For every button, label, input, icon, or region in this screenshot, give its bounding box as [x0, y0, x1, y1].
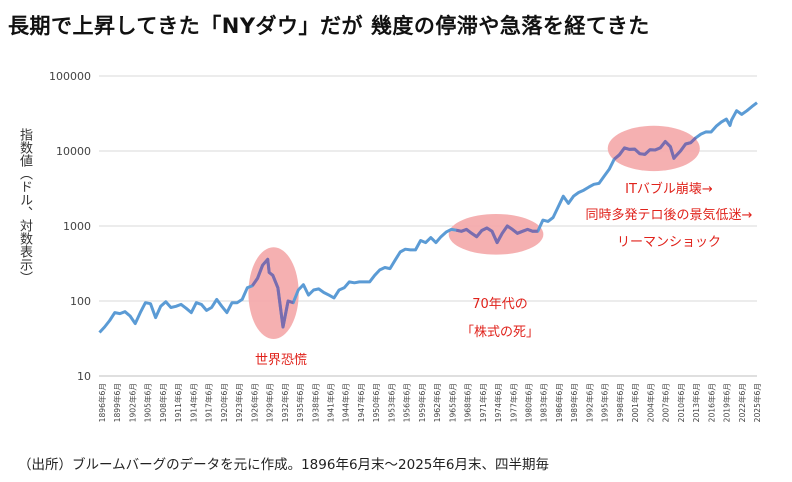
highlight-ellipse-1	[248, 247, 299, 340]
x-tick-labels: 1896年6月 1899年6月 1902年6月 1905年6月 1908年6月 1911年…	[97, 383, 762, 422]
x-tick-label: 1995年6月	[600, 383, 610, 422]
x-tick-label: 2007年6月	[661, 383, 671, 422]
x-tick-label: 2019年6月	[722, 383, 732, 422]
y-tick-label: 10000	[56, 145, 91, 158]
x-tick-label: 1998年6月	[615, 383, 625, 422]
x-tick-label: 1917年6月	[204, 383, 214, 422]
x-tick-label: 1911年6月	[173, 383, 183, 422]
x-tick-label: 1899年6月	[112, 383, 122, 422]
x-tick-label: 1959年6月	[417, 383, 427, 422]
x-tick-label: 1920年6月	[219, 383, 229, 422]
x-tick-label: 1941年6月	[325, 383, 335, 422]
x-tick-label: 1923年6月	[234, 383, 244, 422]
y-tick-label: 100	[70, 295, 91, 308]
annotation-seventies-line2: 「株式の死」	[461, 325, 539, 340]
x-tick-label: 2025年6月	[752, 383, 762, 422]
annotations: 世界恐慌 70年代の 「株式の死」 ITバブル崩壊→ 同時多発テロ後の景気低迷→…	[255, 181, 753, 368]
y-tick-labels: 10 100 1000 10000 100000	[49, 70, 91, 383]
x-tick-label: 1896年6月	[97, 383, 107, 422]
series-line-highlight-3	[613, 136, 697, 161]
series-line-highlight-1	[251, 257, 294, 329]
annotation-dotcom-line2: 同時多発テロ後の景気低迷→	[586, 207, 753, 223]
x-tick-label: 1977年6月	[508, 383, 518, 422]
series-line-group	[98, 101, 758, 334]
x-tick-label: 1983年6月	[539, 383, 549, 422]
y-tick-label: 10	[77, 370, 91, 383]
x-tick-label: 2010年6月	[676, 383, 686, 422]
x-tick-label: 1989年6月	[569, 383, 579, 422]
chart-title: 長期で上昇してきた「NYダウ」だが 幾度の停滞や急落を経てきた	[8, 14, 650, 38]
x-tick-label: 1908年6月	[158, 383, 168, 422]
x-tick-label: 1971年6月	[478, 383, 488, 422]
x-tick-label: 2004年6月	[645, 383, 655, 422]
x-tick-label: 1968年6月	[463, 383, 473, 422]
x-tick-label: 1986年6月	[554, 383, 564, 422]
series-line-highlight-2	[455, 224, 538, 245]
y-tick-label: 100000	[49, 70, 91, 83]
y-axis-label: 指数値（ドル、対数表示）	[17, 128, 32, 284]
x-tick-label: 1938年6月	[310, 383, 320, 422]
x-tick-label: 1992年6月	[584, 383, 594, 422]
annotation-dotcom-line1: ITバブル崩壊→	[625, 181, 713, 197]
y-tick-label: 1000	[63, 220, 91, 233]
x-tick-label: 1944年6月	[341, 383, 351, 422]
x-tick-label: 1905年6月	[143, 383, 153, 422]
x-tick-label: 2001年6月	[630, 383, 640, 422]
x-tick-label: 1932年6月	[280, 383, 290, 422]
x-tick-label: 2022年6月	[737, 383, 747, 422]
x-tick-label: 2013年6月	[691, 383, 701, 422]
x-tick-label: 1926年6月	[249, 383, 259, 422]
x-tick-label: 1947年6月	[356, 383, 366, 422]
x-tick-label: 1935年6月	[295, 383, 305, 422]
x-tick-label: 1980年6月	[524, 383, 534, 422]
highlight-ellipse-2	[448, 214, 544, 255]
annotation-great-depression: 世界恐慌	[255, 353, 307, 368]
grid-lines	[99, 75, 757, 377]
x-tick-label: 1902年6月	[127, 383, 137, 422]
x-tick-label: 1974年6月	[493, 383, 503, 422]
x-tick-label: 1953年6月	[386, 383, 396, 422]
annotation-seventies-line1: 70年代の	[472, 297, 528, 312]
x-tick-label: 1965年6月	[447, 383, 457, 422]
annotation-dotcom-line3: リーマンショック	[617, 235, 721, 250]
x-tick-label: 1929年6月	[265, 383, 275, 422]
x-tick-label: 2016年6月	[706, 383, 716, 422]
x-tick-label: 1962年6月	[432, 383, 442, 422]
x-tick-label: 1956年6月	[402, 383, 412, 422]
x-tick-label: 1914年6月	[188, 383, 198, 422]
x-tick-label: 1950年6月	[371, 383, 381, 422]
source-note: （出所）ブルームバーグのデータを元に作成。1896年6月末～2025年6月末、四…	[18, 457, 549, 473]
